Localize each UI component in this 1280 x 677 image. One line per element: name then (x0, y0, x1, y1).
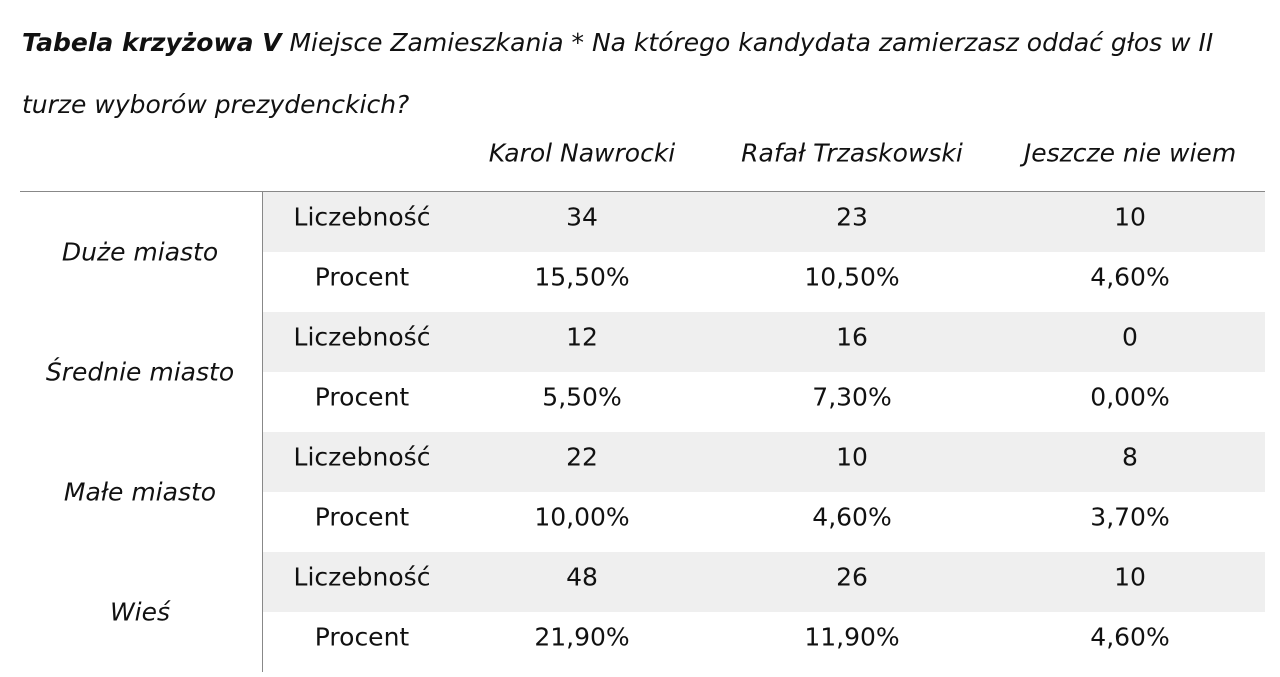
cell-value: 12 (566, 322, 598, 352)
caption-label: Tabela krzyżowa V (22, 28, 282, 57)
group-label: Małe miasto (63, 477, 217, 507)
cell-value: 15,50% (534, 262, 630, 292)
cell-value: 26 (836, 562, 868, 592)
cell-value: 4,60% (812, 502, 892, 532)
row-label: Liczebność (293, 562, 431, 592)
column-header: Jeszcze nie wiem (1023, 138, 1237, 168)
cell-value: 5,50% (542, 382, 622, 412)
stub-rule (262, 191, 263, 672)
cell-value: 11,90% (804, 622, 900, 652)
cell-value: 8 (1122, 442, 1138, 472)
row-label: Procent (314, 622, 410, 652)
row-label: Liczebność (293, 322, 431, 352)
cell-value: 23 (836, 202, 868, 232)
group-label: Wieś (109, 597, 171, 627)
column-header: Rafał Trzaskowski (741, 138, 963, 168)
row-label: Procent (314, 262, 410, 292)
group-label: Średnie miasto (45, 357, 235, 387)
cell-value: 3,70% (1090, 502, 1170, 532)
caption: Tabela krzyżowa V Miejsce Zamieszkania *… (22, 12, 1272, 136)
header-rule (20, 191, 1265, 192)
row-label: Procent (314, 502, 410, 532)
cell-value: 4,60% (1090, 262, 1170, 292)
cell-value: 10 (1114, 562, 1146, 592)
cell-value: 0,00% (1090, 382, 1170, 412)
group-label: Duże miasto (61, 237, 219, 267)
row-label: Liczebność (293, 442, 431, 472)
cell-value: 10 (1114, 202, 1146, 232)
cell-value: 48 (566, 562, 598, 592)
cell-value: 10,50% (804, 262, 900, 292)
cell-value: 21,90% (534, 622, 630, 652)
row-label: Procent (314, 382, 410, 412)
cell-value: 16 (836, 322, 868, 352)
cell-value: 7,30% (812, 382, 892, 412)
column-header: Karol Nawrocki (488, 138, 676, 168)
row-band (262, 552, 1265, 612)
row-label: Liczebność (293, 202, 431, 232)
row-band (262, 432, 1265, 492)
caption-text: Miejsce Zamieszkania * Na którego kandyd… (22, 28, 1214, 119)
cell-value: 4,60% (1090, 622, 1170, 652)
cell-value: 10,00% (534, 502, 630, 532)
cell-value: 10 (836, 442, 868, 472)
row-band (262, 312, 1265, 372)
cell-value: 0 (1122, 322, 1138, 352)
row-band (262, 192, 1265, 252)
cell-value: 22 (566, 442, 598, 472)
cell-value: 34 (566, 202, 598, 232)
